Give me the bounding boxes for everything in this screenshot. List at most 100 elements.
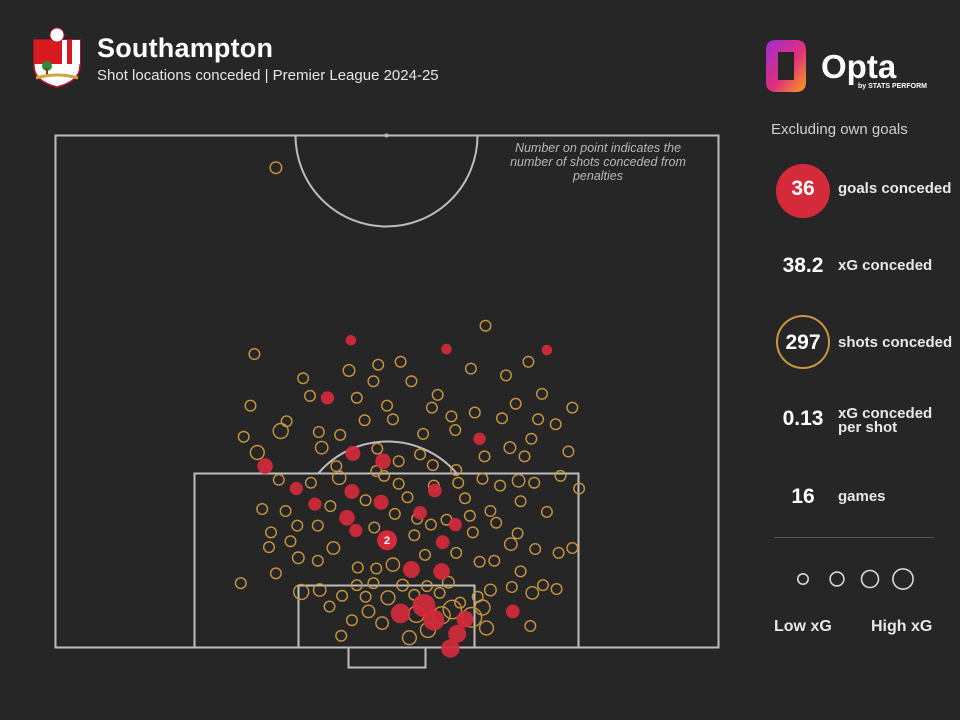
shot-point <box>312 426 325 439</box>
shot-goal <box>349 523 363 538</box>
shot-point <box>449 424 462 437</box>
shot-point <box>324 500 337 513</box>
shot-point <box>380 590 396 606</box>
penalty-count-label: 2 <box>384 535 390 547</box>
shot-point <box>503 441 517 455</box>
shot-point <box>304 389 317 402</box>
shot-point <box>291 519 304 532</box>
stats-panel: Excluding own goals 36 goals conceded 38… <box>760 110 960 720</box>
shot-point <box>361 604 376 619</box>
shot-goal <box>448 518 462 532</box>
shot-goal <box>413 506 427 520</box>
shot-point <box>500 369 513 382</box>
shot-point <box>279 505 292 518</box>
shot-point <box>314 440 329 455</box>
shot-point <box>419 548 432 561</box>
shot-point <box>478 620 495 636</box>
shot-point <box>511 473 526 488</box>
shot-point <box>554 469 567 482</box>
page-subtitle: Shot locations conceded | Premier League… <box>97 67 439 84</box>
divider <box>774 537 934 538</box>
shot-point <box>468 406 481 419</box>
shot-point <box>367 375 380 388</box>
shots-conceded-value: 297 <box>785 331 821 354</box>
shot-point <box>528 476 541 489</box>
xg-per-shot-label-1: xG conceded <box>838 405 933 422</box>
shot-point <box>392 477 405 490</box>
shot-point <box>566 401 579 414</box>
legend-low-label: Low xG <box>774 618 832 635</box>
shots-conceded-label: shots conceded <box>838 334 953 351</box>
shot-point <box>342 364 356 378</box>
shot-point <box>473 555 486 568</box>
six-yard-box <box>297 584 476 649</box>
shot-goal <box>339 510 355 526</box>
shot-goal <box>427 483 442 498</box>
opta-logo: Opta by STATS PERFORM <box>766 40 927 92</box>
shot-point <box>540 505 553 518</box>
shot-point <box>244 399 257 412</box>
shot-point <box>297 372 310 385</box>
shot-goal <box>412 594 436 618</box>
shot-point <box>494 479 507 492</box>
shot-goal <box>402 561 420 578</box>
legend-circle <box>796 572 809 585</box>
shot-goal <box>433 563 450 580</box>
shot-point <box>433 586 446 599</box>
shot-point <box>272 422 289 440</box>
shot-point <box>452 476 465 489</box>
legend-circle <box>892 568 914 590</box>
shot-point <box>425 401 438 414</box>
shot-point <box>450 464 463 477</box>
shot-point <box>496 412 509 425</box>
shots-layer: 2 <box>234 161 586 658</box>
shot-point <box>381 399 394 412</box>
shot-point <box>234 577 247 590</box>
shot-point <box>248 348 261 361</box>
shot-point <box>367 577 380 590</box>
shot-point <box>490 516 503 529</box>
shot-point <box>401 630 418 646</box>
xg-per-shot-value: 0.13 <box>782 407 824 430</box>
shot-goal <box>505 604 520 619</box>
shot-point <box>518 450 531 463</box>
shot-point <box>454 596 467 609</box>
shot-point <box>514 565 527 578</box>
brand-name: Opta <box>821 48 897 85</box>
shot-point <box>335 629 348 642</box>
games-value: 16 <box>791 485 815 508</box>
shot-goal <box>441 639 460 658</box>
shot-point <box>562 445 575 458</box>
legend-circle <box>829 571 845 587</box>
shot-point <box>336 589 349 602</box>
shot-point <box>476 472 489 485</box>
shot-goal <box>448 624 467 643</box>
shot-point <box>464 362 477 375</box>
shot-point <box>524 620 537 633</box>
shot-point <box>536 387 549 400</box>
shot-point <box>372 358 385 371</box>
shot-point <box>441 575 455 589</box>
shot-point <box>417 427 430 440</box>
shot-point <box>479 319 492 332</box>
shot-point <box>511 527 524 540</box>
shot-goal <box>456 610 474 628</box>
shot-point <box>442 599 463 620</box>
shot-point <box>478 450 491 463</box>
shot-point <box>388 507 401 520</box>
shot-goal <box>257 458 273 474</box>
shot-goal <box>320 391 335 405</box>
shots-badge <box>776 315 830 369</box>
shot-point <box>405 375 418 388</box>
shot-goal <box>473 432 486 445</box>
shot-point <box>350 579 363 592</box>
shot-point <box>378 469 391 482</box>
penalty-arc <box>317 440 458 475</box>
xg-size-legend <box>796 568 914 590</box>
shot-point <box>414 448 427 461</box>
shot-point <box>371 442 384 455</box>
centre-circle <box>294 135 479 228</box>
shot-point <box>396 578 410 592</box>
shot-point <box>291 551 305 565</box>
shot-goal <box>375 453 391 470</box>
